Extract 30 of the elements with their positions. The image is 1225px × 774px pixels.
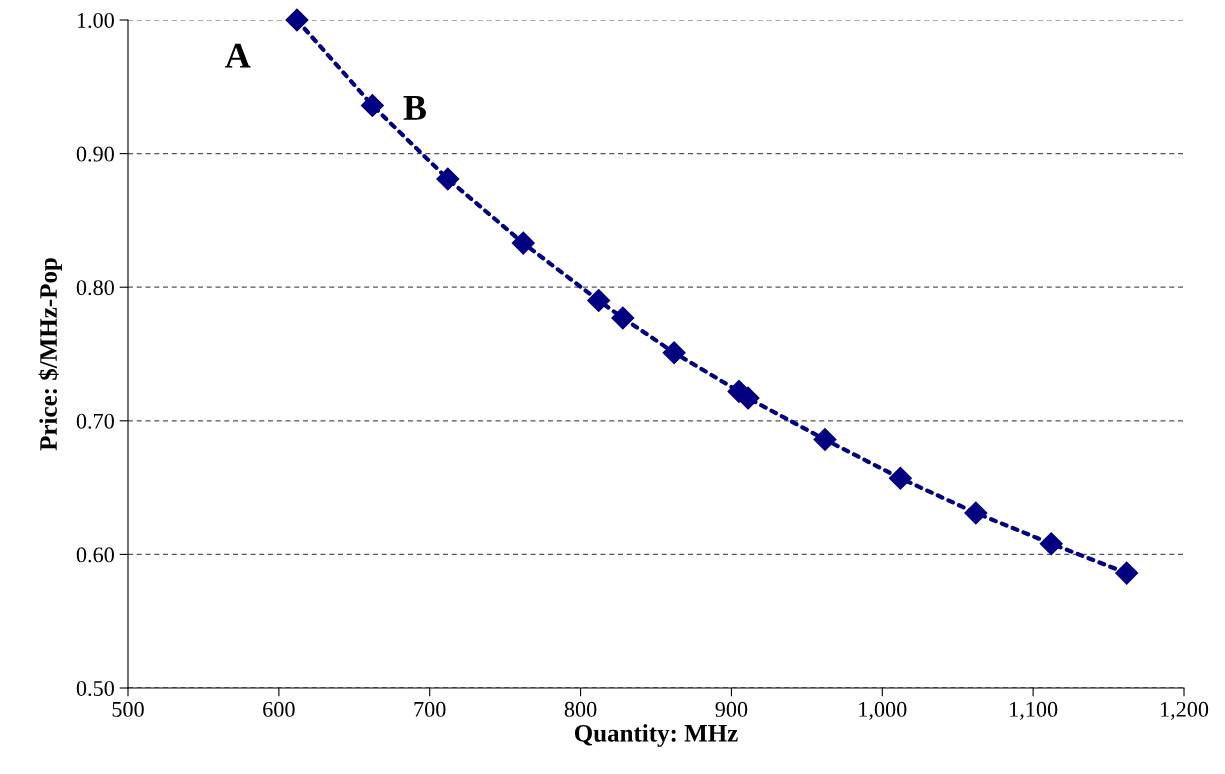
point [360,94,384,118]
point [813,428,837,452]
y-tick-label: 0.90 [76,146,114,162]
point [611,306,635,330]
x-tick-label: 700 [414,701,446,717]
point [964,501,988,525]
x-tick-label: 900 [715,701,748,717]
x-tick-label: 1,200 [1160,701,1209,721]
x-tick-label: 1,100 [1010,701,1058,721]
y-axis-title: Price: $/MHz-Pop [38,258,63,451]
y-tick-label: 0.50 [76,680,114,697]
y-tick-label: 0.60 [76,547,114,563]
point [587,289,611,313]
x-axis-title: Quantity: MHz [574,724,738,747]
point [1115,561,1139,585]
annotation: B [403,96,427,120]
x-tick-label: 600 [263,701,295,717]
y-tick-label: 0.70 [76,413,114,429]
x-tick-label: 500 [112,701,144,717]
annotation: A [225,43,251,68]
point [436,167,460,191]
point [285,8,309,32]
y-tick-label: 1.00 [77,12,114,29]
y-tick-label: 0.80 [76,280,114,296]
x-tick-label: 800 [564,701,597,717]
point [662,341,686,365]
x-tick-label: 1,000 [859,701,907,721]
point [511,231,535,255]
point [888,466,912,490]
point [1039,532,1063,556]
